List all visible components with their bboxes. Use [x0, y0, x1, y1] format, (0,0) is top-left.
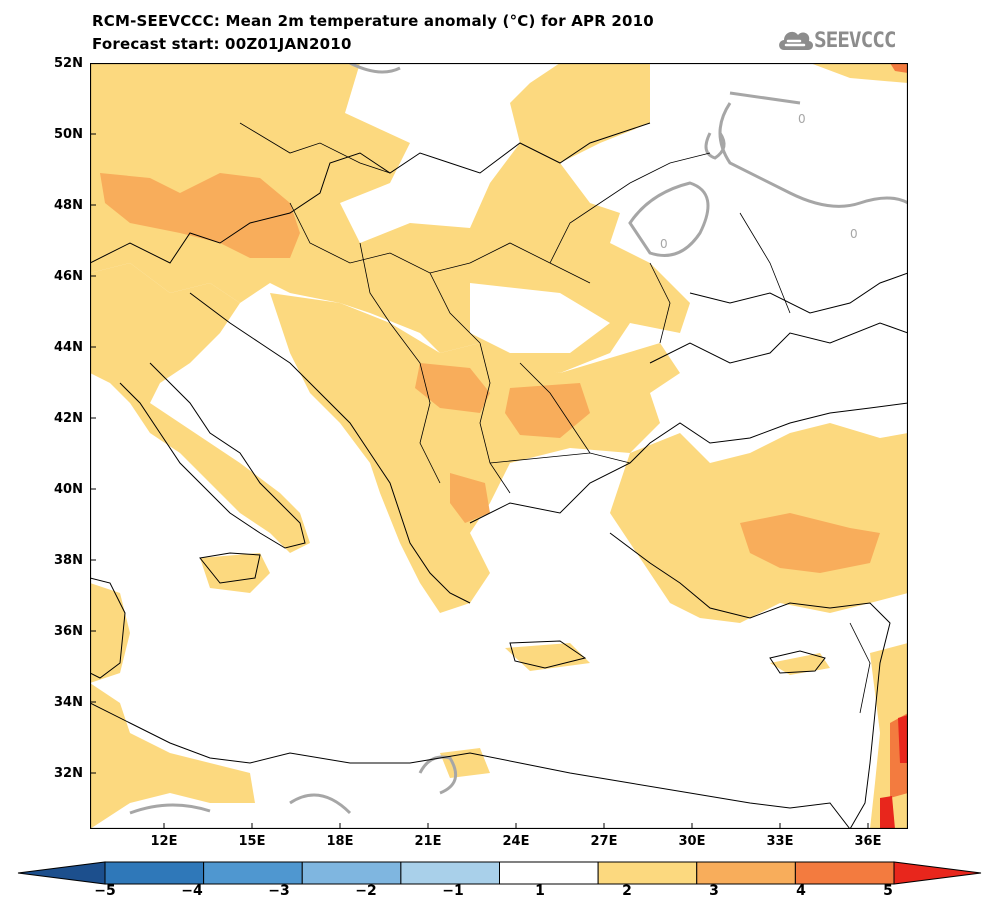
- colorbar-label: −1: [442, 883, 464, 899]
- colorbar-cell: [794, 861, 895, 885]
- colorbar-cell: [203, 861, 303, 885]
- colorbar-label: −5: [94, 883, 116, 899]
- colorbar-cell: [696, 861, 796, 885]
- seevccc-logo: SEEVCCC: [776, 24, 916, 58]
- lat-label: 48N: [54, 198, 83, 213]
- colorbar-arrow-low: [17, 861, 106, 885]
- lat-label: 42N: [54, 411, 83, 426]
- coastlines: [89, 122, 909, 830]
- contour-label: 0: [850, 227, 858, 241]
- colorbar-cell: [400, 861, 500, 885]
- colorbar: [17, 861, 982, 885]
- lat-label: 50N: [54, 127, 83, 142]
- lat-label: 40N: [54, 482, 83, 497]
- lat-label: 44N: [54, 340, 83, 355]
- colorbar-cell: [597, 861, 698, 885]
- contour-labels: 0 0 0: [660, 112, 858, 251]
- anomaly-4-5-fill: [880, 715, 908, 829]
- map-frame: [89, 62, 909, 830]
- colorbar-cell: [301, 861, 402, 885]
- forecast-start-label: Forecast start: 00Z01JAN2010: [92, 35, 352, 53]
- lon-label: 33E: [766, 834, 794, 849]
- colorbar-label: 1: [535, 883, 545, 899]
- colorbar-cell: [104, 861, 205, 885]
- colorbar-cell: [499, 861, 599, 885]
- cloud-icon: [779, 31, 814, 50]
- colorbar-arrow-high: [893, 861, 982, 885]
- contour-label: 0: [660, 237, 668, 251]
- lat-label: 34N: [54, 695, 83, 710]
- colorbar-label: −2: [355, 883, 377, 899]
- lon-label: 36E: [854, 834, 882, 849]
- lon-label: 27E: [590, 834, 618, 849]
- anomaly-2-3-fill: [100, 173, 880, 573]
- lat-label: 32N: [54, 766, 83, 781]
- zero-contour-lines: [129, 61, 909, 815]
- lat-label: 46N: [54, 269, 83, 284]
- lon-label: 15E: [238, 834, 266, 849]
- map-canvas: 0 0 0: [89, 61, 909, 830]
- colorbar-label: 3: [709, 883, 719, 899]
- colorbar-label: −4: [181, 883, 203, 899]
- lon-label: 21E: [414, 834, 442, 849]
- colorbar-label: 2: [622, 883, 632, 899]
- lon-label: 18E: [326, 834, 354, 849]
- anomaly-map: 0 0 0: [89, 61, 909, 830]
- colorbar-label: −3: [268, 883, 290, 899]
- lat-label: 36N: [54, 624, 83, 639]
- map-title: RCM-SEEVCCC: Mean 2m temperature anomaly…: [92, 12, 654, 30]
- lon-label: 24E: [502, 834, 530, 849]
- country-borders: [239, 122, 871, 714]
- lon-label: 12E: [150, 834, 178, 849]
- colorbar-label: 4: [796, 883, 806, 899]
- colorbar-label: 5: [883, 883, 893, 899]
- lat-label: 38N: [54, 553, 83, 568]
- logo-text: SEEVCCC: [814, 28, 897, 52]
- lon-label: 30E: [678, 834, 706, 849]
- contour-label: 0: [798, 112, 806, 126]
- lat-label: 52N: [54, 56, 83, 71]
- colorbar-cells: [104, 861, 895, 885]
